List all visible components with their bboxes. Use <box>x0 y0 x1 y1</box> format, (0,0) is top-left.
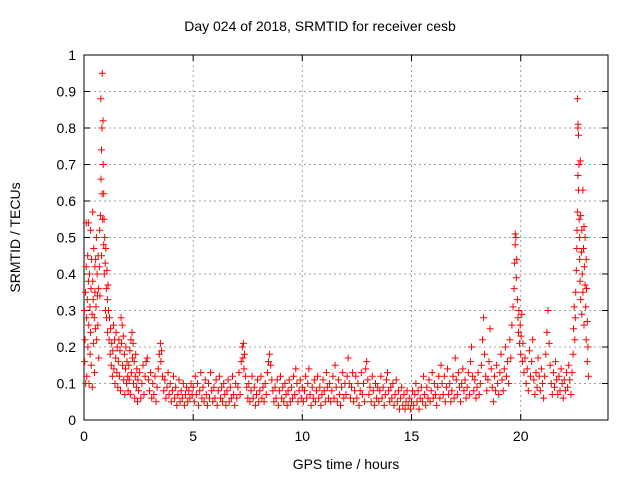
y-tick-label: 0.1 <box>57 376 77 392</box>
y-tick-label: 0.5 <box>57 230 77 246</box>
x-tick-label: 0 <box>80 428 88 444</box>
x-tick-label: 15 <box>404 428 420 444</box>
y-tick-label: 0.7 <box>57 157 77 173</box>
y-tick-label: 0.6 <box>57 193 77 209</box>
x-axis-label: GPS time / hours <box>293 456 400 472</box>
chart-title: Day 024 of 2018, SRMTID for receiver ces… <box>184 18 456 34</box>
tick-labels: 0 5 10 15 20 0 0.1 0.2 0.3 0.4 0.5 0.6 0.7 0.8 0.9 1 <box>57 47 529 444</box>
y-tick-label: 0.9 <box>57 84 77 100</box>
y-tick-label: 0 <box>68 412 76 428</box>
y-tick-label: 1 <box>68 47 76 63</box>
y-axis-label: SRMTID / TECUs <box>7 182 23 292</box>
gridlines <box>84 55 608 420</box>
y-tick-label: 0.3 <box>57 303 77 319</box>
data-points <box>80 69 592 413</box>
x-tick-label: 20 <box>513 428 529 444</box>
x-tick-label: 5 <box>189 428 197 444</box>
x-tick-label: 10 <box>295 428 311 444</box>
y-tick-label: 0.4 <box>57 266 77 282</box>
plot-border <box>83 54 609 421</box>
y-tick-label: 0.2 <box>57 339 77 355</box>
y-tick-label: 0.8 <box>57 120 77 136</box>
